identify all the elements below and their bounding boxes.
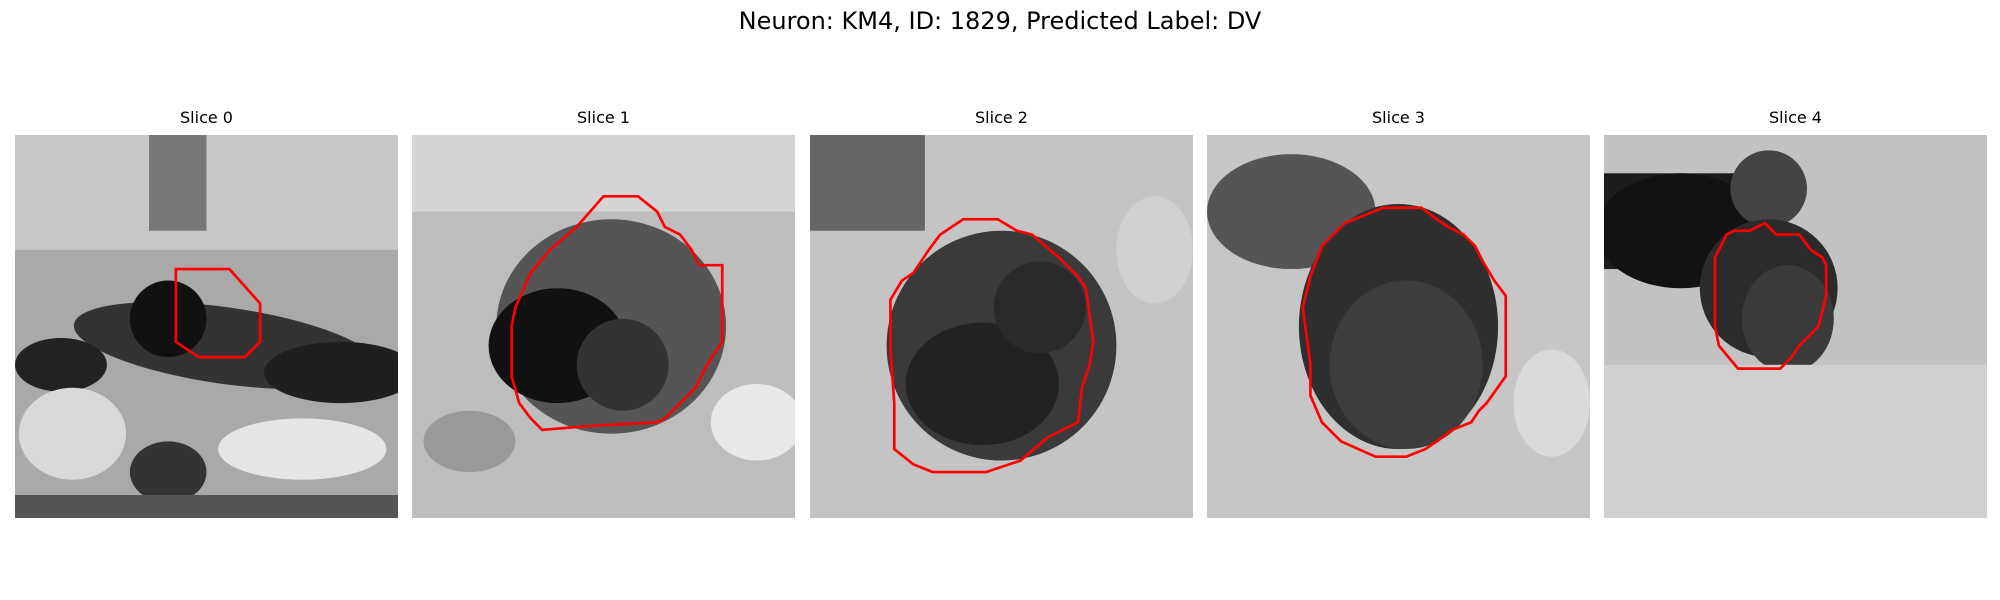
contour-line bbox=[1713, 221, 1828, 370]
slice-title: Slice 3 bbox=[1372, 108, 1425, 127]
slice-image-1 bbox=[412, 135, 795, 518]
slice-panel-2: Slice 2 bbox=[810, 108, 1193, 518]
slice-title: Slice 1 bbox=[577, 108, 630, 127]
slice-title: Slice 4 bbox=[1769, 108, 1822, 127]
slice-title: Slice 0 bbox=[180, 108, 233, 127]
slice-image-4 bbox=[1604, 135, 1987, 518]
slice-panel-1: Slice 1 bbox=[412, 108, 795, 518]
slice-title: Slice 2 bbox=[975, 108, 1028, 127]
figure-title: Neuron: KM4, ID: 1829, Predicted Label: … bbox=[738, 7, 1262, 35]
slice-image-3 bbox=[1207, 135, 1590, 518]
slice-panel-3: Slice 3 bbox=[1207, 108, 1590, 518]
slice-panel-0: Slice 0 bbox=[15, 108, 398, 518]
contour-line bbox=[889, 217, 1095, 474]
slice-panel-4: Slice 4 bbox=[1604, 108, 1987, 518]
slice-image-2 bbox=[810, 135, 1193, 518]
contour-line bbox=[510, 194, 724, 432]
slice-image-0 bbox=[15, 135, 398, 518]
contour-line bbox=[1301, 206, 1508, 459]
contour-line bbox=[174, 267, 262, 359]
